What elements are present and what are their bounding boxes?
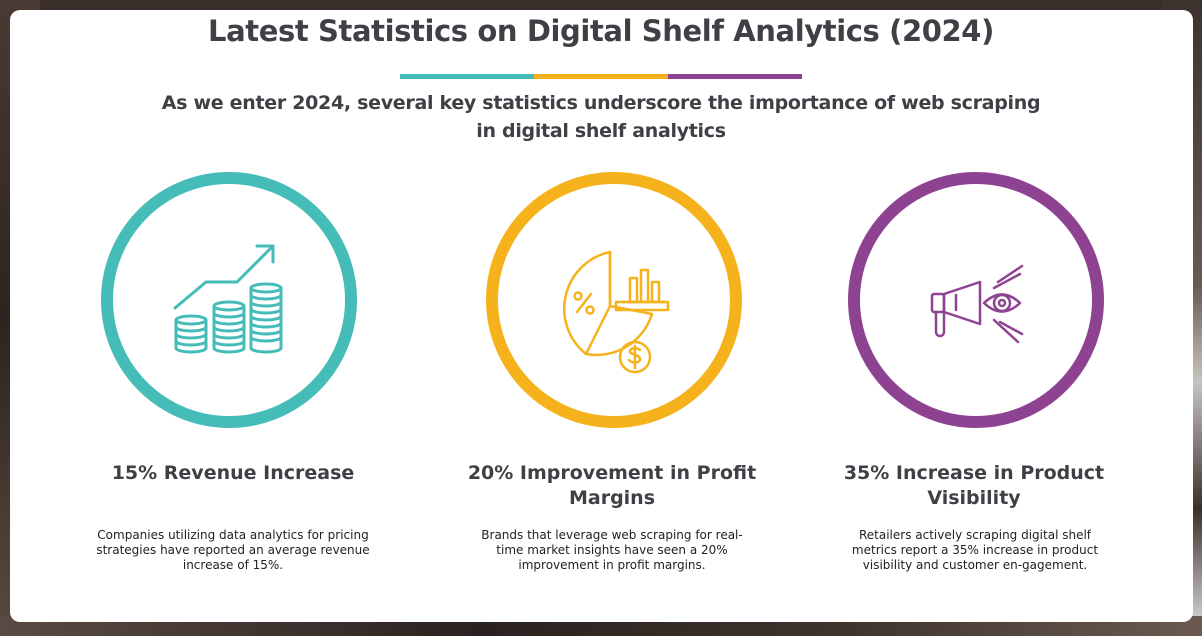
stat-title-visibility: 35% Increase in Product Visibility xyxy=(843,462,1105,509)
stat-description-revenue: Companies utilizing data analytics for p… xyxy=(96,528,370,572)
stat-title-revenue: 15% Revenue Increase xyxy=(111,462,355,484)
revenue-growth-coins-icon xyxy=(173,244,283,354)
stat-circle-visibility xyxy=(848,172,1104,428)
divider-purple xyxy=(668,74,802,79)
page-subtitle: As we enter 2024, several key statistics… xyxy=(161,92,1041,142)
divider-yellow xyxy=(534,74,668,79)
page-title: Latest Statistics on Digital Shelf Analy… xyxy=(208,14,994,48)
stat-title-profit: 20% Improvement in Profit Margins xyxy=(467,462,757,509)
divider-teal xyxy=(400,74,534,79)
stat-circle-profit xyxy=(486,172,742,428)
stat-description-visibility: Retailers actively scraping digital shel… xyxy=(851,528,1099,572)
megaphone-eye-visibility-icon xyxy=(930,264,1024,344)
stat-circle-revenue xyxy=(101,172,357,428)
profit-margin-pie-chart-icon xyxy=(563,250,670,374)
stat-description-profit: Brands that leverage web scraping for re… xyxy=(481,528,743,572)
